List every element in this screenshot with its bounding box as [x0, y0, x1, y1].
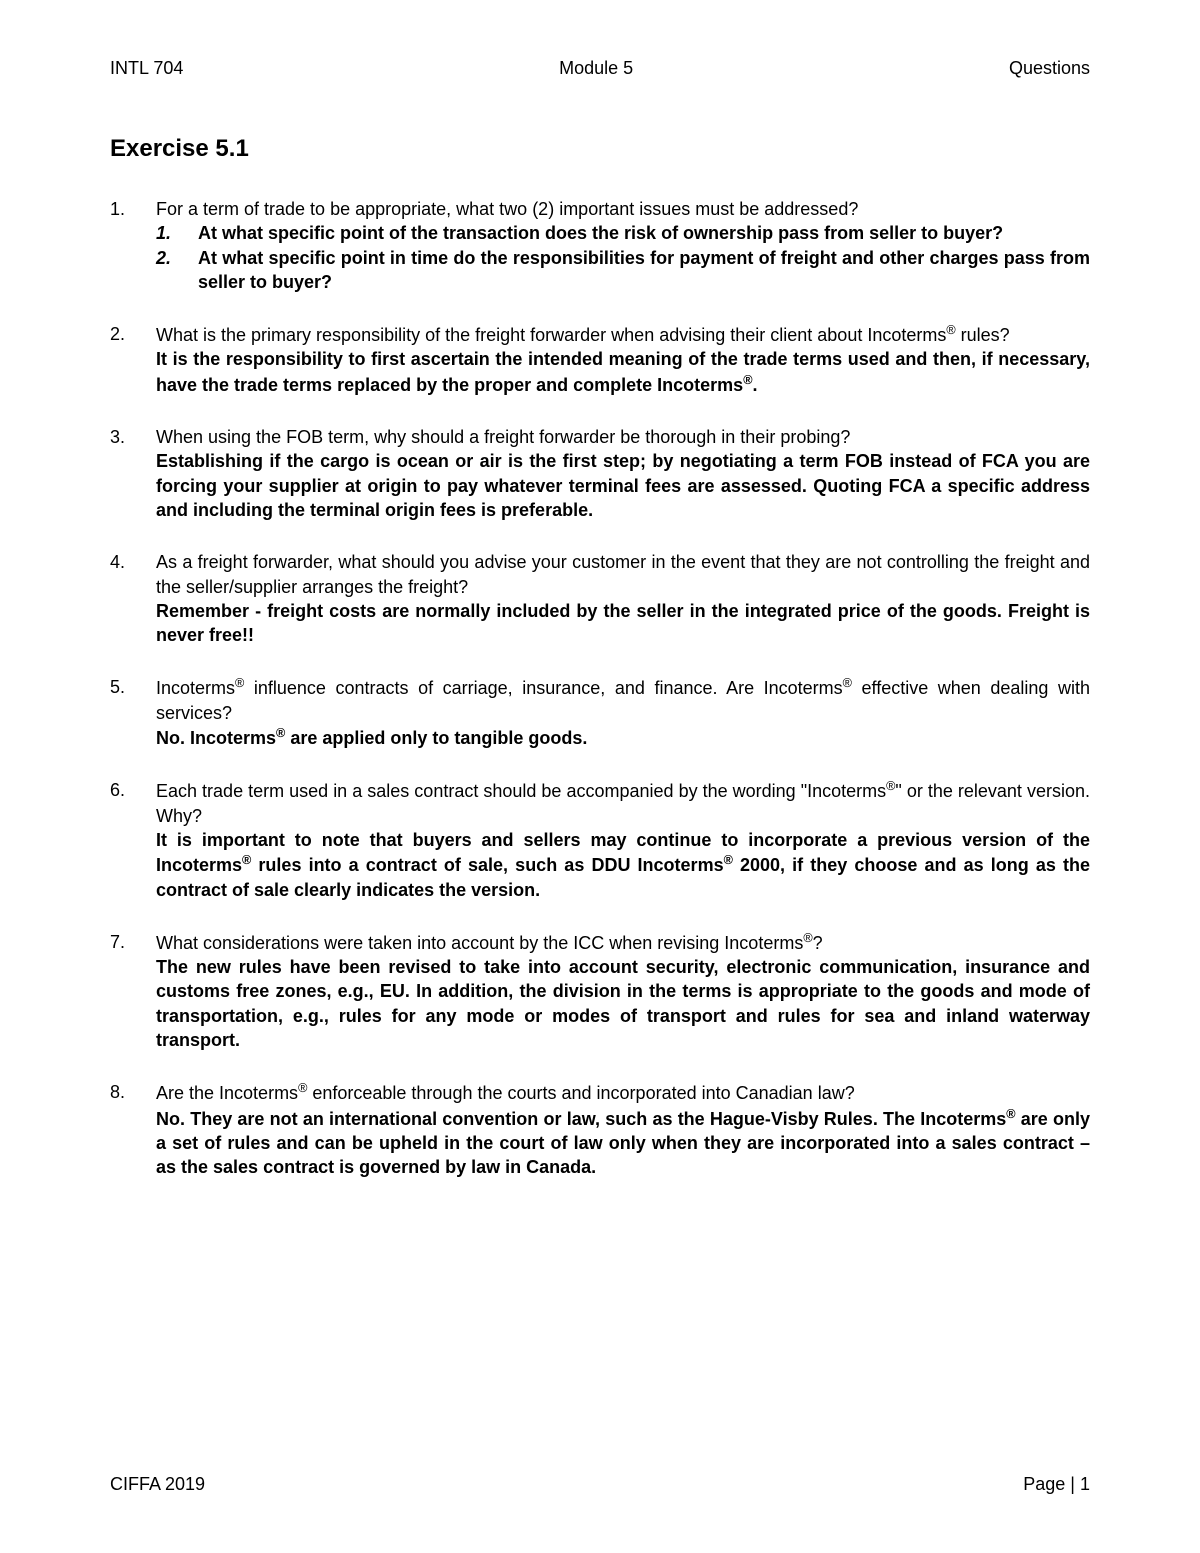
sub-answer-item: 2. At what specific point in time do the… — [156, 246, 1090, 295]
answer-text: Establishing if the cargo is ocean or ai… — [156, 449, 1090, 522]
answer-text: Remember - freight costs are normally in… — [156, 599, 1090, 648]
header-module: Module 5 — [183, 58, 1009, 79]
question-number: 1. — [110, 197, 156, 294]
question-item: 2. What is the primary responsibility of… — [110, 322, 1090, 397]
answer-text: It is important to note that buyers and … — [156, 828, 1090, 902]
question-body: For a term of trade to be appropriate, w… — [156, 197, 1090, 294]
question-number: 8. — [110, 1080, 156, 1179]
answer-text: The new rules have been revised to take … — [156, 955, 1090, 1052]
question-text: Incoterms® influence contracts of carria… — [156, 675, 1090, 725]
footer-org: CIFFA 2019 — [110, 1474, 205, 1495]
footer-page-number: Page | 1 — [1023, 1474, 1090, 1495]
question-item: 7. What considerations were taken into a… — [110, 930, 1090, 1052]
question-number: 3. — [110, 425, 156, 522]
question-item: 8. Are the Incoterms® enforceable throug… — [110, 1080, 1090, 1179]
answer-text: It is the responsibility to first ascert… — [156, 347, 1090, 397]
document-page: INTL 704 Module 5 Questions Exercise 5.1… — [0, 0, 1200, 1553]
header-section: Questions — [1009, 58, 1090, 79]
question-number: 4. — [110, 550, 156, 647]
sub-answer-number: 2. — [156, 246, 198, 295]
sub-answer-text: At what specific point in time do the re… — [198, 246, 1090, 295]
question-body: When using the FOB term, why should a fr… — [156, 425, 1090, 522]
question-number: 6. — [110, 778, 156, 901]
sub-answer-list: 1. At what specific point of the transac… — [156, 221, 1090, 294]
question-body: Incoterms® influence contracts of carria… — [156, 675, 1090, 750]
question-text: For a term of trade to be appropriate, w… — [156, 197, 1090, 221]
question-number: 7. — [110, 930, 156, 1052]
question-text: What considerations were taken into acco… — [156, 930, 1090, 955]
question-item: 5. Incoterms® influence contracts of car… — [110, 675, 1090, 750]
exercise-title: Exercise 5.1 — [110, 135, 1090, 163]
question-number: 2. — [110, 322, 156, 397]
question-item: 3. When using the FOB term, why should a… — [110, 425, 1090, 522]
sub-answer-text: At what specific point of the transactio… — [198, 221, 1090, 245]
header-course: INTL 704 — [110, 58, 183, 79]
question-text: Each trade term used in a sales contract… — [156, 778, 1090, 828]
question-text: What is the primary responsibility of th… — [156, 322, 1090, 347]
question-text: Are the Incoterms® enforceable through t… — [156, 1080, 1090, 1105]
question-item: 1. For a term of trade to be appropriate… — [110, 197, 1090, 294]
question-body: Each trade term used in a sales contract… — [156, 778, 1090, 901]
question-number: 5. — [110, 675, 156, 750]
question-list: 1. For a term of trade to be appropriate… — [110, 197, 1090, 1180]
question-text: As a freight forwarder, what should you … — [156, 550, 1090, 599]
answer-text: No. They are not an international conven… — [156, 1106, 1090, 1180]
question-body: As a freight forwarder, what should you … — [156, 550, 1090, 647]
question-body: Are the Incoterms® enforceable through t… — [156, 1080, 1090, 1179]
answer-text: No. Incoterms® are applied only to tangi… — [156, 725, 1090, 750]
page-header: INTL 704 Module 5 Questions — [110, 58, 1090, 79]
sub-answer-item: 1. At what specific point of the transac… — [156, 221, 1090, 245]
question-body: What is the primary responsibility of th… — [156, 322, 1090, 397]
question-item: 4. As a freight forwarder, what should y… — [110, 550, 1090, 647]
question-body: What considerations were taken into acco… — [156, 930, 1090, 1052]
sub-answer-number: 1. — [156, 221, 198, 245]
question-text: When using the FOB term, why should a fr… — [156, 425, 1090, 449]
question-item: 6. Each trade term used in a sales contr… — [110, 778, 1090, 901]
page-footer: CIFFA 2019 Page | 1 — [110, 1474, 1090, 1495]
